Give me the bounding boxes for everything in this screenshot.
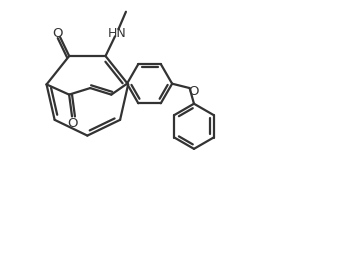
Text: HN: HN <box>107 27 126 40</box>
Text: O: O <box>188 84 198 97</box>
Text: O: O <box>53 27 63 40</box>
Text: O: O <box>67 116 78 129</box>
